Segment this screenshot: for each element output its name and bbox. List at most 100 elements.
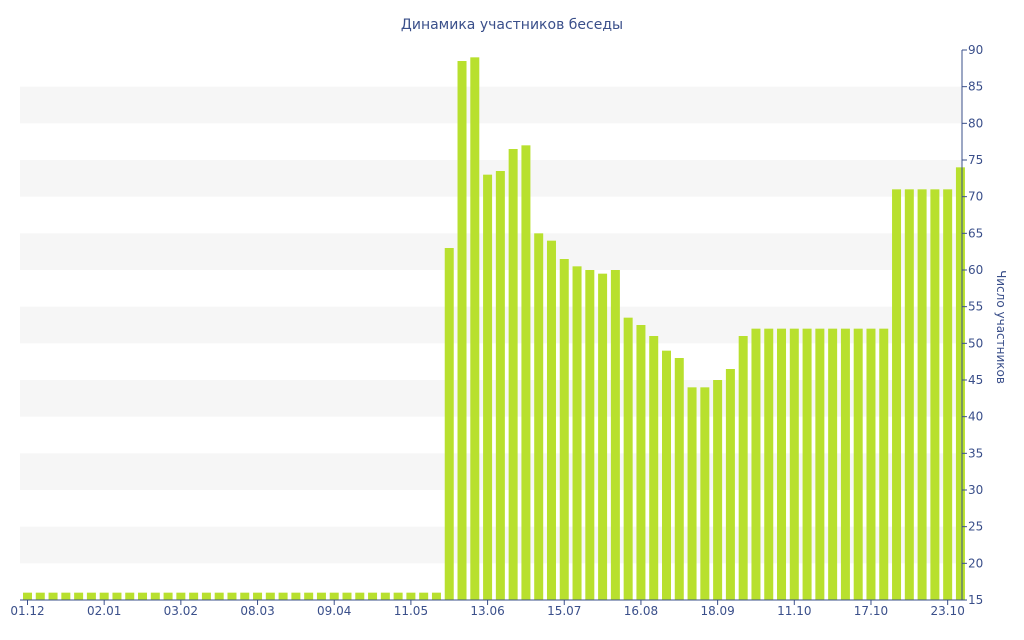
bar: [201, 592, 211, 600]
x-tick-label: 16.08: [624, 604, 658, 618]
bar: [329, 592, 339, 600]
bar: [74, 592, 84, 600]
bar: [138, 592, 148, 600]
y-tick-label: 65: [968, 226, 983, 240]
x-tick-label: 09.04: [317, 604, 351, 618]
bar: [892, 189, 902, 601]
y-tick-label: 20: [968, 556, 983, 570]
x-tick-label: 13.06: [470, 604, 504, 618]
bar: [61, 592, 71, 600]
y-tick-label: 80: [968, 116, 983, 130]
bar: [163, 592, 173, 600]
y-tick-label: 15: [968, 593, 983, 607]
bar: [789, 328, 799, 600]
y-axis-label: Число участников: [994, 270, 1008, 384]
bar: [904, 189, 914, 601]
bar: [125, 592, 135, 600]
bar: [764, 328, 774, 600]
bar: [112, 592, 122, 600]
bar: [227, 592, 237, 600]
bar: [304, 592, 314, 600]
bar: [457, 61, 467, 600]
bar: [840, 328, 850, 600]
bar: [214, 592, 224, 600]
bar: [35, 592, 45, 600]
y-tick-label: 70: [968, 190, 983, 204]
y-tick-label: 55: [968, 300, 983, 314]
bar: [700, 387, 710, 600]
bar: [828, 328, 838, 600]
bar: [316, 592, 326, 600]
bar: [866, 328, 876, 600]
bar: [930, 189, 940, 601]
bar: [649, 336, 659, 600]
bar: [662, 350, 671, 600]
y-tick-label: 25: [968, 520, 983, 534]
bar: [725, 369, 735, 600]
bar: [278, 592, 288, 600]
bar: [943, 189, 953, 601]
bar: [483, 174, 493, 600]
bar: [713, 380, 723, 600]
x-axis: 01.12 02.01 03.02 08.03 09.04 11.05 13.06 15.07…: [10, 599, 965, 618]
bar: [777, 328, 787, 600]
bar: [419, 592, 429, 600]
bar: [355, 592, 365, 600]
x-tick-label: 18.09: [700, 604, 734, 618]
bar: [150, 592, 160, 600]
bar: [636, 325, 646, 600]
x-tick-label: 01.12: [10, 604, 44, 618]
bar: [176, 592, 186, 600]
bar: [342, 592, 352, 600]
bar: [240, 592, 250, 600]
bar: [598, 273, 608, 600]
bar: [393, 592, 403, 600]
x-tick-label: 15.07: [547, 604, 581, 618]
bar: [495, 171, 505, 600]
bar: [470, 57, 480, 601]
y-tick-label: 30: [968, 483, 983, 497]
bar: [253, 592, 263, 600]
bars: [23, 57, 965, 601]
x-tick-label: 23.10: [930, 604, 964, 618]
bar: [23, 592, 32, 600]
bar: [955, 167, 965, 601]
bar: [853, 328, 863, 600]
x-tick-label: 17.10: [854, 604, 888, 618]
y-tick-label: 75: [968, 153, 983, 167]
bar: [610, 270, 620, 600]
bar: [559, 259, 569, 600]
bar: [687, 387, 697, 600]
x-tick-label: 08.03: [240, 604, 274, 618]
bar: [48, 592, 58, 600]
grid-band: [20, 86, 962, 124]
y-tick-label: 45: [968, 373, 983, 387]
bar: [751, 328, 761, 600]
bar: [546, 240, 556, 600]
y-tick-label: 35: [968, 446, 983, 460]
bar: [189, 592, 199, 600]
bar: [879, 328, 889, 600]
chart-title: Динамика участников беседы: [401, 17, 623, 33]
bar: [444, 248, 454, 600]
bar: [86, 592, 96, 600]
bar: [674, 358, 684, 600]
bar: [738, 336, 748, 600]
y-tick-label: 50: [968, 336, 983, 350]
bar: [431, 592, 441, 600]
y-tick-label: 40: [968, 410, 983, 424]
bar: [815, 328, 825, 600]
bar: [508, 149, 518, 600]
y-tick-label: 85: [968, 80, 983, 94]
bar: [291, 592, 301, 600]
y-tick-label: 90: [968, 43, 983, 57]
x-tick-label: 11.10: [777, 604, 811, 618]
bar: [802, 328, 812, 600]
bar: [917, 189, 927, 601]
bar: [99, 592, 109, 600]
bar: [572, 266, 582, 600]
bar: [265, 592, 275, 600]
bar: [623, 317, 633, 600]
y-tick-label: 60: [968, 263, 983, 277]
